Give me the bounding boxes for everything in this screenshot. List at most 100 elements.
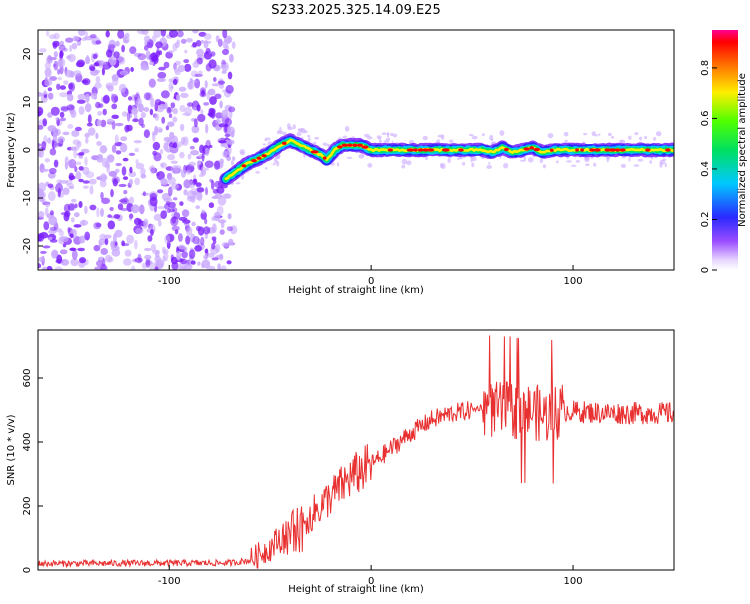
noise-blob	[44, 67, 52, 78]
noise-blob	[217, 263, 221, 270]
noise-blob	[192, 61, 200, 68]
noise-blob	[190, 260, 196, 265]
noise-blob	[82, 185, 89, 189]
noise-blob	[82, 180, 90, 184]
noise-speckle	[264, 167, 268, 170]
noise-blob	[96, 260, 104, 267]
ridge-peak	[361, 145, 369, 149]
noise-blob	[200, 236, 205, 246]
noise-blob	[111, 103, 118, 110]
noise-blob	[172, 78, 178, 86]
noise-blob	[206, 91, 211, 100]
noise-blob	[88, 127, 96, 136]
noise-speckle	[608, 132, 612, 137]
noise-blob	[102, 174, 108, 181]
noise-speckle	[649, 160, 653, 164]
ridge-peak	[665, 148, 671, 152]
noise-speckle	[277, 130, 280, 135]
noise-speckle	[471, 135, 478, 140]
noise-blob	[164, 234, 171, 244]
noise-blob	[183, 59, 190, 64]
noise-blob	[140, 112, 146, 119]
noise-blob	[52, 40, 60, 47]
noise-blob	[107, 214, 112, 218]
noise-blob	[89, 185, 94, 195]
noise-speckle	[346, 156, 353, 159]
noise-blob	[204, 147, 210, 156]
noise-blob	[229, 53, 234, 63]
noise-blob	[129, 166, 133, 174]
noise-blob	[194, 118, 198, 128]
noise-blob	[149, 61, 155, 66]
y-tick-label: 400	[22, 432, 33, 451]
noise-blob	[222, 150, 228, 158]
ridge-peak	[589, 148, 596, 152]
noise-blob	[111, 144, 117, 153]
noise-blob	[78, 178, 84, 183]
noise-blob	[179, 123, 185, 132]
noise-blob	[156, 172, 160, 177]
noise-blob	[192, 42, 197, 48]
noise-blob	[194, 73, 203, 77]
noise-blob	[124, 124, 130, 133]
ridge-peak	[337, 145, 343, 149]
noise-blob	[219, 100, 223, 109]
noise-blob	[208, 59, 217, 69]
noise-blob	[191, 221, 196, 227]
noise-blob	[203, 102, 210, 106]
noise-blob	[156, 78, 166, 82]
noise-blob	[110, 189, 114, 198]
noise-blob	[143, 247, 152, 252]
noise-blob	[172, 142, 178, 149]
noise-blob	[84, 132, 90, 138]
x-tick-label: 0	[368, 576, 374, 587]
noise-blob	[160, 149, 164, 155]
noise-blob	[47, 137, 52, 144]
noise-blob	[170, 183, 179, 190]
ridge-peak	[441, 148, 450, 152]
noise-speckle	[639, 136, 643, 141]
noise-blob	[76, 40, 82, 46]
noise-blob	[225, 37, 232, 44]
noise-blob	[205, 123, 209, 134]
noise-blob	[137, 53, 147, 61]
y-tick-label: 200	[22, 496, 33, 515]
noise-blob	[134, 147, 140, 153]
noise-blob	[105, 30, 110, 38]
noise-blob	[136, 30, 146, 35]
noise-speckle	[303, 153, 306, 158]
noise-blob	[224, 133, 231, 137]
noise-speckle	[461, 162, 466, 166]
noise-blob	[142, 191, 146, 197]
noise-blob	[196, 191, 203, 202]
noise-blob	[203, 226, 211, 235]
noise-blob	[141, 262, 147, 269]
noise-blob	[133, 52, 142, 57]
noise-blob	[100, 61, 107, 65]
noise-blob	[208, 144, 213, 149]
noise-blob	[115, 150, 122, 155]
spectrogram-marks	[38, 30, 674, 270]
noise-blob	[220, 265, 227, 270]
noise-blob	[160, 30, 166, 37]
noise-blob	[102, 258, 106, 268]
noise-blob	[207, 112, 213, 117]
noise-blob	[55, 138, 62, 143]
noise-blob	[114, 168, 120, 173]
noise-blob	[38, 182, 47, 192]
noise-blob	[131, 107, 139, 115]
noise-blob	[191, 107, 199, 111]
noise-blob	[118, 183, 127, 188]
snr-y-label: SNR (10 * v/v)	[6, 414, 17, 485]
noise-blob	[135, 159, 139, 165]
noise-blob	[189, 145, 195, 150]
noise-blob	[136, 97, 142, 107]
noise-blob	[42, 118, 48, 127]
noise-blob	[72, 159, 76, 164]
noise-blob	[213, 160, 221, 170]
noise-blob	[201, 209, 206, 214]
colorbar: 0 0.2 0.4 0.6 0.8 Normalized spectral amplit…	[700, 30, 748, 273]
noise-blob	[97, 111, 103, 116]
noise-blob	[88, 178, 97, 185]
